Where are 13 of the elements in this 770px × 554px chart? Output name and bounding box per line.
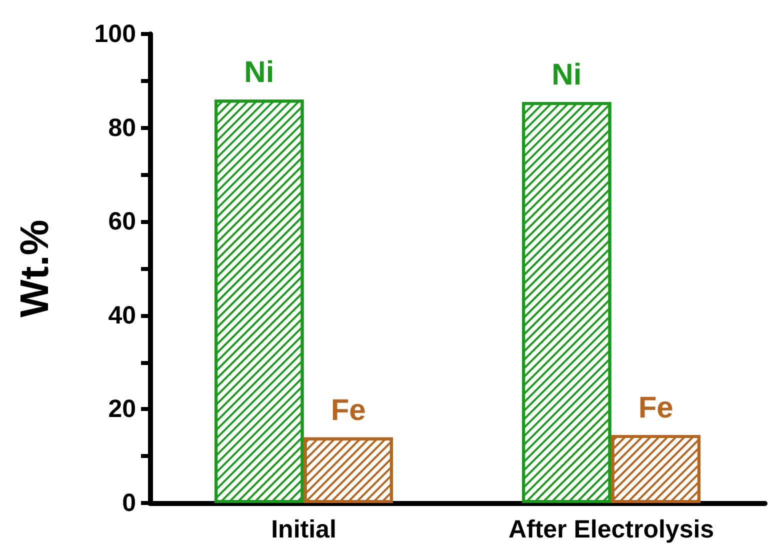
y-tick-label: 60	[108, 208, 136, 236]
series-label: Fe	[330, 394, 366, 427]
y-tick-label: 0	[122, 489, 136, 517]
y-tick-label: 100	[94, 20, 136, 48]
y-tick-label: 80	[108, 114, 136, 142]
y-tick-label: 40	[108, 301, 136, 330]
text: Ni	[552, 58, 582, 92]
x-tick-label: Initial	[271, 516, 336, 544]
y-tick-label: 20	[108, 395, 136, 424]
text: Fe	[638, 391, 674, 424]
y-axis-title: Wt.%	[13, 220, 57, 318]
series-label: Ni	[244, 56, 274, 90]
x-tick-label: After Electrolysis	[508, 516, 714, 544]
